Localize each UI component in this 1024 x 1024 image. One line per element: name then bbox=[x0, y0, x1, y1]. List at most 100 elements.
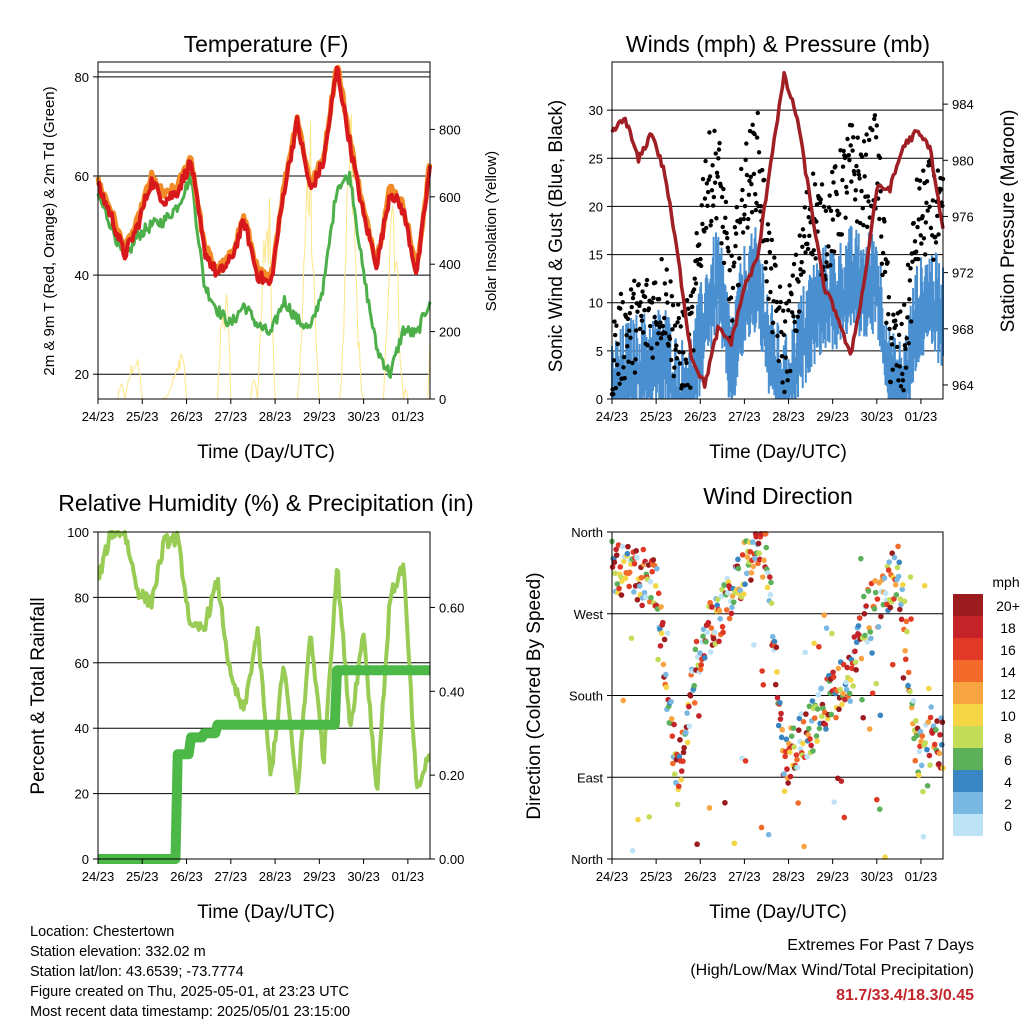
direction-point bbox=[664, 630, 671, 636]
gust-point bbox=[830, 169, 835, 175]
gust-point bbox=[935, 213, 940, 219]
direction-ytick-label: East bbox=[577, 770, 603, 785]
gust-point bbox=[933, 234, 938, 240]
direction-point bbox=[920, 833, 927, 840]
extremes-title: Extremes For Past 7 Days bbox=[787, 937, 974, 954]
direction-point bbox=[616, 585, 622, 592]
gust-point bbox=[852, 172, 857, 177]
direction-point bbox=[811, 715, 818, 721]
gust-point bbox=[827, 193, 832, 198]
direction-point bbox=[871, 606, 878, 612]
direction-point bbox=[794, 756, 800, 763]
gust-point bbox=[614, 362, 620, 367]
temperature-frame bbox=[97, 61, 431, 400]
direction-point bbox=[729, 604, 735, 611]
direction-point bbox=[620, 697, 627, 704]
gust-point bbox=[739, 197, 745, 203]
speed-legend-swatch bbox=[953, 682, 983, 704]
direction-point bbox=[918, 762, 925, 769]
direction-point bbox=[680, 758, 686, 764]
direction-point bbox=[701, 654, 708, 661]
humidity-frame bbox=[97, 531, 431, 860]
gust-point bbox=[785, 378, 790, 383]
direction-point bbox=[847, 677, 854, 683]
direction-xtick-label: 28/23 bbox=[772, 869, 805, 884]
gust-point bbox=[698, 256, 703, 262]
gust-point bbox=[802, 233, 807, 239]
direction-point bbox=[744, 554, 751, 560]
direction-point bbox=[777, 699, 783, 706]
humidity-xtick-label: 26/23 bbox=[170, 869, 203, 884]
direction-point bbox=[937, 731, 943, 738]
gust-point bbox=[723, 199, 729, 205]
gust-point bbox=[700, 221, 705, 227]
gust-point bbox=[795, 314, 801, 319]
direction-point bbox=[683, 729, 689, 736]
direction-point bbox=[775, 722, 782, 729]
gust-point bbox=[786, 298, 792, 304]
direction-point bbox=[660, 619, 666, 626]
gust-point bbox=[912, 239, 918, 244]
gust-point bbox=[882, 269, 888, 275]
gust-point bbox=[852, 197, 858, 202]
gust-point bbox=[896, 332, 902, 338]
gust-point bbox=[658, 320, 663, 325]
direction-point bbox=[936, 750, 943, 757]
direction-point bbox=[912, 757, 919, 764]
gust-point bbox=[727, 268, 732, 273]
direction-xtick-label: 25/23 bbox=[640, 869, 673, 884]
gust-point bbox=[613, 385, 619, 391]
gust-point bbox=[684, 297, 690, 303]
gust-point bbox=[797, 233, 802, 238]
gust-point bbox=[739, 166, 744, 172]
gust-point bbox=[779, 329, 784, 335]
station-info: Location: Chestertown Station elevation:… bbox=[30, 922, 350, 1022]
direction-point bbox=[878, 613, 884, 620]
humidity-xtick-label: 28/23 bbox=[259, 869, 292, 884]
direction-point bbox=[802, 649, 809, 656]
direction-point bbox=[716, 607, 723, 614]
gust-point bbox=[931, 257, 936, 262]
direction-point bbox=[691, 700, 698, 706]
winds-right-ytick-label: 964 bbox=[952, 378, 974, 393]
direction-point bbox=[634, 596, 641, 603]
direction-point bbox=[696, 713, 702, 719]
direction-ytick-label: North bbox=[571, 852, 603, 867]
gust-point bbox=[910, 259, 915, 264]
direction-point bbox=[903, 618, 910, 625]
gust-point bbox=[725, 245, 731, 250]
direction-xtick-label: 24/23 bbox=[596, 869, 629, 884]
gust-point bbox=[866, 199, 871, 204]
gust-point bbox=[730, 318, 735, 323]
gust-point bbox=[707, 174, 713, 179]
direction-point bbox=[836, 706, 842, 713]
gust-point bbox=[861, 222, 866, 228]
direction-point bbox=[781, 771, 787, 777]
gust-point bbox=[908, 266, 913, 271]
direction-point bbox=[717, 616, 723, 622]
direction-point bbox=[735, 565, 742, 572]
gust-point bbox=[900, 378, 906, 383]
direction-point bbox=[841, 814, 848, 821]
direction-point bbox=[759, 574, 766, 580]
gust-point bbox=[747, 178, 752, 184]
gust-point bbox=[715, 174, 720, 179]
gust-point bbox=[644, 282, 649, 288]
direction-point bbox=[844, 664, 851, 671]
direction-point bbox=[939, 741, 945, 748]
direction-point bbox=[924, 782, 931, 789]
direction-point bbox=[889, 550, 895, 557]
precip-right-ytick-label: 0.60 bbox=[439, 600, 464, 615]
gust-point bbox=[611, 358, 617, 363]
direction-point bbox=[772, 681, 779, 688]
direction-point bbox=[739, 552, 746, 558]
gust-point bbox=[649, 346, 654, 351]
direction-point bbox=[655, 590, 662, 597]
gust-point bbox=[700, 176, 706, 182]
gust-point bbox=[698, 263, 704, 269]
temp-2m-line bbox=[96, 65, 432, 287]
gust-point bbox=[689, 310, 694, 316]
direction-point bbox=[796, 715, 803, 722]
gust-point bbox=[670, 302, 676, 308]
direction-point bbox=[742, 581, 748, 588]
